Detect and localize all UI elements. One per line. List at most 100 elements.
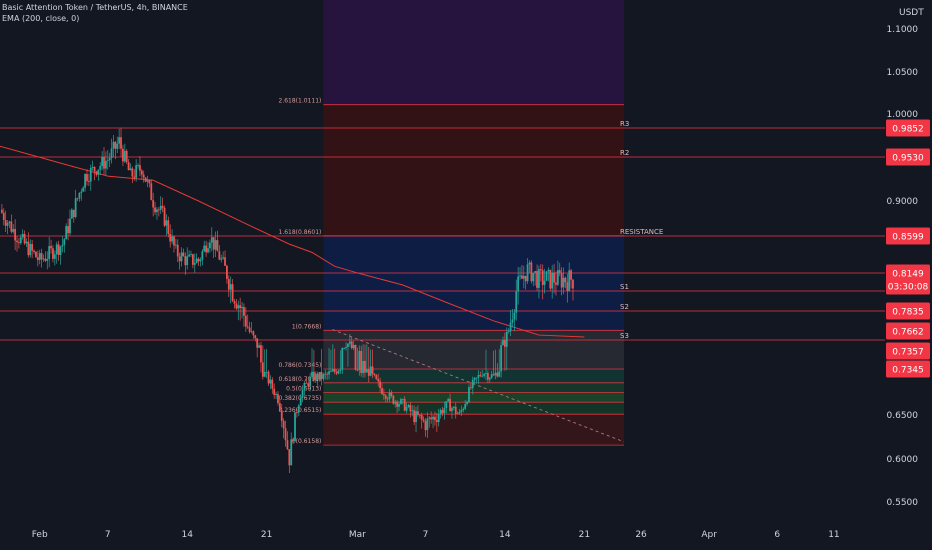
candle-body: [129, 168, 132, 171]
candle-body: [148, 180, 151, 184]
candle-body: [375, 375, 378, 380]
candle-body: [570, 270, 572, 280]
time-axis-tick: Apr: [701, 530, 717, 540]
price-badge[interactable]: [886, 302, 930, 320]
ema-indicator-label[interactable]: EMA (200, close, 0): [2, 14, 80, 23]
candle-body: [318, 371, 321, 380]
candle-body: [466, 402, 468, 405]
candle-body: [437, 414, 440, 423]
candle-body: [324, 373, 327, 375]
candle-body: [137, 165, 139, 166]
candle-body: [188, 254, 191, 257]
candle-body: [377, 379, 380, 382]
candle-body: [286, 440, 289, 450]
price-badge[interactable]: [886, 148, 930, 166]
candle-body: [106, 160, 109, 161]
candle-body: [144, 177, 147, 182]
candle-body: [125, 150, 128, 163]
price-badge[interactable]: [886, 360, 930, 378]
time-axis-tick: 11: [828, 530, 839, 540]
candle-body: [479, 374, 482, 376]
candle-body: [399, 399, 402, 404]
candle-body: [456, 413, 459, 415]
candle-body: [59, 246, 62, 255]
candle-body: [95, 171, 98, 175]
candle-body: [384, 395, 387, 399]
candle-body: [163, 207, 166, 226]
candle-body: [227, 279, 230, 290]
ema-200-line[interactable]: [0, 145, 585, 338]
candle-body: [186, 256, 189, 266]
candle-body: [267, 371, 270, 384]
candle-body: [369, 366, 372, 376]
candle-body: [307, 383, 310, 387]
candle-body: [460, 409, 463, 413]
candle-body: [114, 141, 117, 149]
candle-body: [485, 373, 487, 374]
candle-body: [511, 319, 514, 323]
candle-body: [568, 270, 571, 291]
candle-body: [156, 209, 158, 213]
level-label: S1: [620, 283, 629, 291]
candle-body: [341, 348, 344, 370]
candle-body: [284, 428, 287, 441]
time-axis-tick: Mar: [349, 530, 366, 540]
candle-body: [14, 229, 17, 241]
candle-body: [25, 241, 28, 244]
candle-body: [69, 218, 71, 234]
candle-body: [405, 406, 408, 411]
candle-body: [0, 209, 3, 213]
candle-body: [157, 209, 160, 211]
candle-body: [407, 404, 410, 407]
candle-body: [70, 209, 73, 219]
candle-body: [297, 405, 300, 413]
candle-body: [538, 269, 540, 288]
candle-body: [373, 373, 376, 376]
candle-body: [350, 341, 353, 349]
time-axis-tick: 7: [105, 530, 111, 540]
trendline-dashed[interactable]: [332, 329, 625, 443]
candle-body: [209, 242, 211, 249]
candle-body: [519, 275, 521, 277]
time-axis-tick: 7: [423, 530, 429, 540]
candle-body: [424, 421, 427, 431]
candle-body: [339, 369, 342, 371]
candle-body: [123, 150, 126, 162]
candle-body: [271, 379, 274, 389]
candle-body: [553, 272, 555, 283]
candle-body: [48, 246, 51, 259]
time-axis-tick: Feb: [32, 530, 48, 540]
candle-body: [38, 253, 41, 260]
candle-body: [139, 165, 141, 171]
candle-body: [222, 257, 225, 259]
candle-body: [398, 403, 400, 407]
candle-body: [161, 205, 164, 208]
candle-body: [504, 339, 506, 347]
candle-body: [558, 270, 561, 274]
candle-body: [135, 165, 138, 178]
candle-body: [74, 198, 77, 218]
fib-level-label: 1(0.7668): [292, 323, 322, 330]
price-badge[interactable]: [886, 227, 930, 245]
candle-body: [322, 374, 325, 379]
candle-body: [343, 348, 346, 349]
candle-body: [486, 373, 489, 380]
candle-body: [566, 282, 569, 291]
candle-body: [27, 241, 30, 256]
candle-body: [352, 344, 355, 349]
price-badge[interactable]: [886, 119, 930, 137]
price-badge[interactable]: [886, 342, 930, 360]
candle-body: [505, 331, 508, 347]
price-badge[interactable]: [886, 264, 930, 295]
candle-body: [152, 200, 155, 208]
price-badge-label: 0.9852: [892, 125, 924, 135]
candle-body: [142, 174, 145, 178]
candle-body: [42, 258, 45, 260]
candle-body: [154, 207, 156, 213]
candle-body: [258, 345, 260, 348]
price-badge[interactable]: [886, 322, 930, 340]
candle-body: [388, 392, 391, 400]
candle-body: [348, 341, 351, 344]
